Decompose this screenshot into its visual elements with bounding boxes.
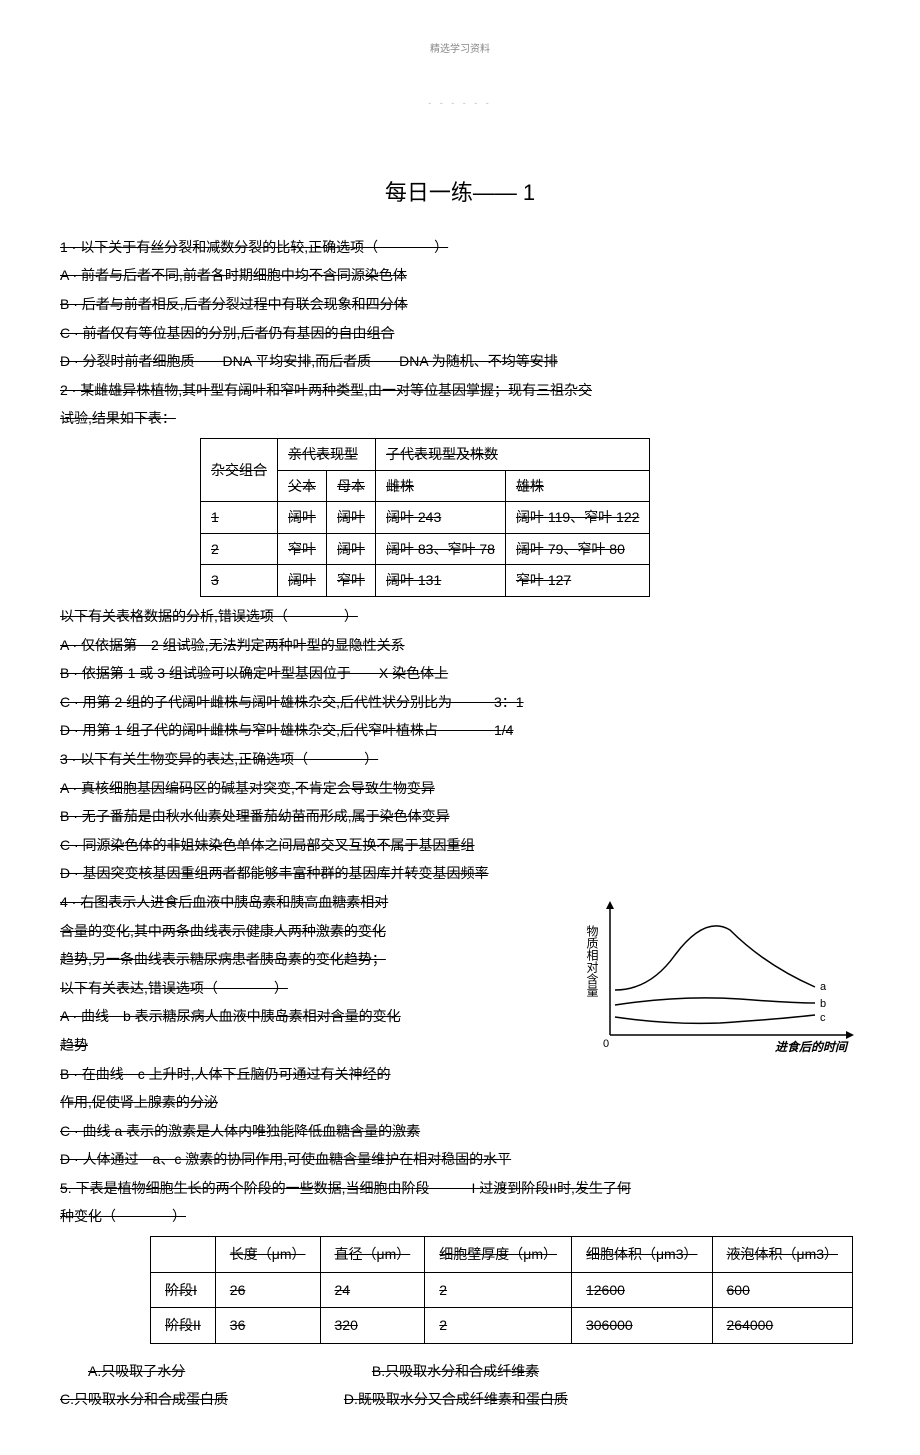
cell: 阔叶	[278, 565, 327, 597]
q2-b: B · 依据第 1 或 3 组试验可以确定叶型基因位于 X 染色体上	[60, 660, 860, 687]
q4-b1: B · 在曲线 c 上升时,人体下丘脑仍可通过有关神经的	[60, 1061, 860, 1088]
curve-a	[615, 926, 815, 990]
q5-table: 长度（μm） 直径（μm） 细胞壁厚度（μm） 细胞体积（μm3） 液泡体积（μ…	[150, 1236, 853, 1344]
q5-c: C.只吸取水分和合成蛋白质	[60, 1386, 340, 1413]
q2-a: A · 仅依据第 2 组试验,无法判定两种叶型的显隐性关系	[60, 632, 860, 659]
cell: 320	[320, 1308, 425, 1344]
cell: 26	[215, 1272, 320, 1308]
q4-d: D · 人体通过 a、c 激素的协同作用,可使血糖含量维护在相对稳固的水平	[60, 1146, 860, 1173]
h: 直径（μm）	[320, 1237, 425, 1273]
t-h1: 杂交组合	[201, 439, 278, 502]
q5-a: A.只吸取了水分	[88, 1358, 368, 1385]
cell: 阔叶	[327, 533, 376, 565]
q3-a: A · 真核细胞基因编码区的碱基对突变,不肯定会导致生物变异	[60, 775, 860, 802]
q1-stem: 1 · 以下关于有丝分裂和减数分裂的比较,正确选项（ ）	[60, 234, 860, 261]
cell: 阔叶 243	[376, 502, 506, 534]
cell: 306000	[571, 1308, 712, 1344]
cell: 阔叶	[327, 502, 376, 534]
content: 1 · 以下关于有丝分裂和减数分裂的比较,正确选项（ ） A · 前者与后者不同…	[60, 234, 860, 1413]
q3-c: C · 同源染色体的非姐妹染色单体之间局部交叉互换不属于基因重组	[60, 832, 860, 859]
q4-b2: 作用,促使肾上腺素的分泌	[60, 1089, 860, 1116]
t-h2: 亲代表现型	[278, 439, 376, 471]
h	[151, 1237, 216, 1273]
cell: 阔叶 119、窄叶 122	[505, 502, 649, 534]
cell: 264000	[712, 1308, 853, 1344]
t-h3: 子代表现型及株数	[376, 439, 650, 471]
cell: 2	[201, 533, 278, 565]
t-sub3: 雌株	[376, 470, 506, 502]
cell: 阶段I	[151, 1272, 216, 1308]
t-sub2: 母本	[327, 470, 376, 502]
cell: 阔叶 83、窄叶 78	[376, 533, 506, 565]
q4-c: C · 曲线 a 表示的激素是人体内唯独能降低血糖含量的激素	[60, 1118, 860, 1145]
q5-stem2: 种变化（ ）	[60, 1203, 860, 1230]
ylabel: 物质相对含量	[585, 925, 599, 997]
cell: 阔叶 79、窄叶 80	[505, 533, 649, 565]
cell: 阔叶	[278, 502, 327, 534]
cell: 24	[320, 1272, 425, 1308]
label-a: a	[820, 981, 827, 993]
q3-b: B · 无子番茄是由秋水仙素处理番茄幼苗而形成,属于染色体变异	[60, 803, 860, 830]
cell: 阶段II	[151, 1308, 216, 1344]
cell: 3	[201, 565, 278, 597]
q2-d: D · 用第 1 组子代的阔叶雌株与窄叶雄株杂交,后代窄叶植株占 1/4	[60, 717, 860, 744]
header-dots: - - - - - -	[60, 95, 860, 112]
q1-b: B · 后者与前者相反,后者分裂过程中有联会现象和四分体	[60, 291, 860, 318]
q2-c: C · 用第 2 组的子代阔叶雌株与阔叶雄株杂交,后代性状分别比为 3：1	[60, 689, 860, 716]
page-title: 每日一练—— 1	[60, 172, 860, 214]
header-note: 精选学习资料	[60, 40, 860, 59]
cell: 窄叶	[278, 533, 327, 565]
q3-d: D · 基因突变核基因重组两者都能够丰富种群的基因库并转变基因频率	[60, 860, 860, 887]
xlabel: 进食后的时间	[775, 1040, 849, 1054]
cell: 600	[712, 1272, 853, 1308]
q1-d: D · 分裂时前者细胞质 DNA 平均安排,而后者质 DNA 为随机、不均等安排	[60, 348, 860, 375]
cell: 2	[425, 1272, 572, 1308]
q4-block: 4 · 右图表示人进食后血液中胰岛素和胰高血糖素相对 含量的变化,其中两条曲线表…	[60, 889, 860, 1116]
cell: 2	[425, 1308, 572, 1344]
t-sub4: 雄株	[505, 470, 649, 502]
origin: 0	[603, 1038, 609, 1050]
label-b: b	[820, 998, 826, 1010]
q3-stem: 3 · 以下有关生物变异的表达,正确选项（ ）	[60, 746, 860, 773]
q1-c: C · 前者仅有等位基因的分别,后者仍有基因的自由组合	[60, 320, 860, 347]
cell: 阔叶 131	[376, 565, 506, 597]
cell: 窄叶	[327, 565, 376, 597]
q5-stem: 5. 下表是植物细胞生长的两个阶段的一些数据,当细胞由阶段 I 过渡到阶段II时…	[60, 1175, 860, 1202]
cell: 36	[215, 1308, 320, 1344]
label-c: c	[820, 1012, 826, 1024]
q2-after: 以下有关表格数据的分析,错误选项（ ）	[60, 603, 860, 630]
q2-stem2: 试验,结果如下表：	[60, 405, 860, 432]
q5-d: D.既吸取水分又合成纤维素和蛋白质	[344, 1386, 624, 1413]
cell: 窄叶 127	[505, 565, 649, 597]
q4-chart: 物质相对含量 进食后的时间 0 a b c	[580, 895, 860, 1055]
q5-options: A.只吸取了水分 B.只吸取水分和合成纤维素 C.只吸取水分和合成蛋白质 D.既…	[60, 1358, 860, 1413]
curve-b	[615, 998, 815, 1005]
q5-b: B.只吸取水分和合成纤维素	[372, 1358, 652, 1385]
h: 细胞壁厚度（μm）	[425, 1237, 572, 1273]
q2-stem1: 2 · 某雌雄异株植物,其叶型有阔叶和窄叶两种类型,由一对等位基因掌握；现有三祖…	[60, 377, 860, 404]
t-sub1: 父本	[278, 470, 327, 502]
h: 液泡体积（μm3）	[712, 1237, 853, 1273]
q2-table: 杂交组合 亲代表现型 子代表现型及株数 父本 母本 雌株 雄株 1 阔叶 阔叶 …	[200, 438, 650, 597]
curve-c	[615, 1015, 815, 1023]
cell: 1	[201, 502, 278, 534]
q1-a: A · 前者与后者不同,前者各时期细胞中均不含同源染色体	[60, 262, 860, 289]
h: 细胞体积（μm3）	[571, 1237, 712, 1273]
h: 长度（μm）	[215, 1237, 320, 1273]
cell: 12600	[571, 1272, 712, 1308]
